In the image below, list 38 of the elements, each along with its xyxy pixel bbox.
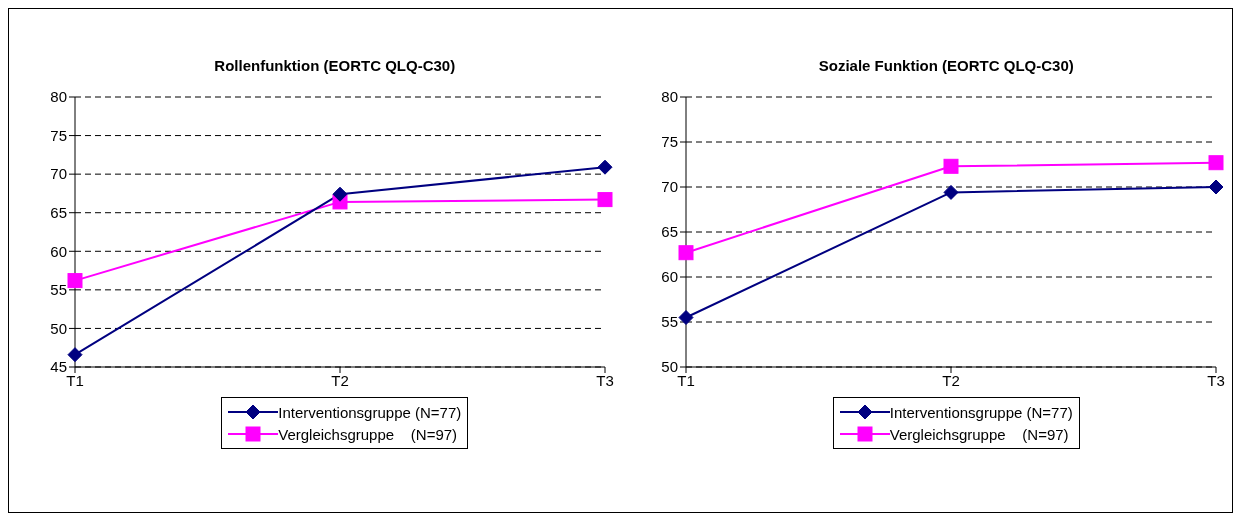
x-tick-label: T3 [595,371,614,389]
legend-label: Interventionsgruppe (N=77) [889,403,1073,421]
y-tick-label: 55 [50,281,67,299]
legend-label: Vergleichsgruppe (N=97) [889,425,1069,443]
legend-label: Interventionsgruppe (N=77) [278,403,462,421]
x-tick-label: T3 [1207,371,1226,389]
y-tick-label: 55 [661,313,679,331]
point [943,184,959,200]
chart-title: Rollenfunktion (EORTC QLQ-C30) [213,57,457,76]
y-tick-label: 50 [50,319,67,337]
y-tick-label: 50 [661,358,679,376]
y-tick-label: 70 [50,165,67,183]
legend-label: Vergleichsgruppe (N=97) [278,425,458,443]
point [678,245,694,261]
point [597,159,613,175]
point [67,273,83,289]
x-tick-label: T1 [65,371,84,389]
y-tick-label: 75 [661,133,679,151]
y-tick-label: 45 [50,358,67,376]
chart-title: Soziale Funktion (EORTC QLQ-C30) [817,57,1075,76]
x-tick-label: T2 [942,371,961,389]
y-tick-label: 80 [661,88,679,106]
y-tick-label: 75 [50,126,67,144]
y-tick-label: 65 [661,223,679,241]
x-tick-label: T1 [677,371,696,389]
point [67,347,83,363]
point [1208,155,1224,171]
point [943,158,959,174]
y-tick-label: 60 [661,268,679,286]
point [597,192,613,208]
y-tick-label: 80 [50,88,67,106]
point [1208,179,1224,195]
y-tick-label: 70 [661,178,679,196]
y-tick-label: 65 [50,204,67,222]
point [332,186,348,202]
point [678,310,694,325]
x-tick-label: T2 [330,371,349,389]
y-tick-label: 60 [50,242,67,260]
